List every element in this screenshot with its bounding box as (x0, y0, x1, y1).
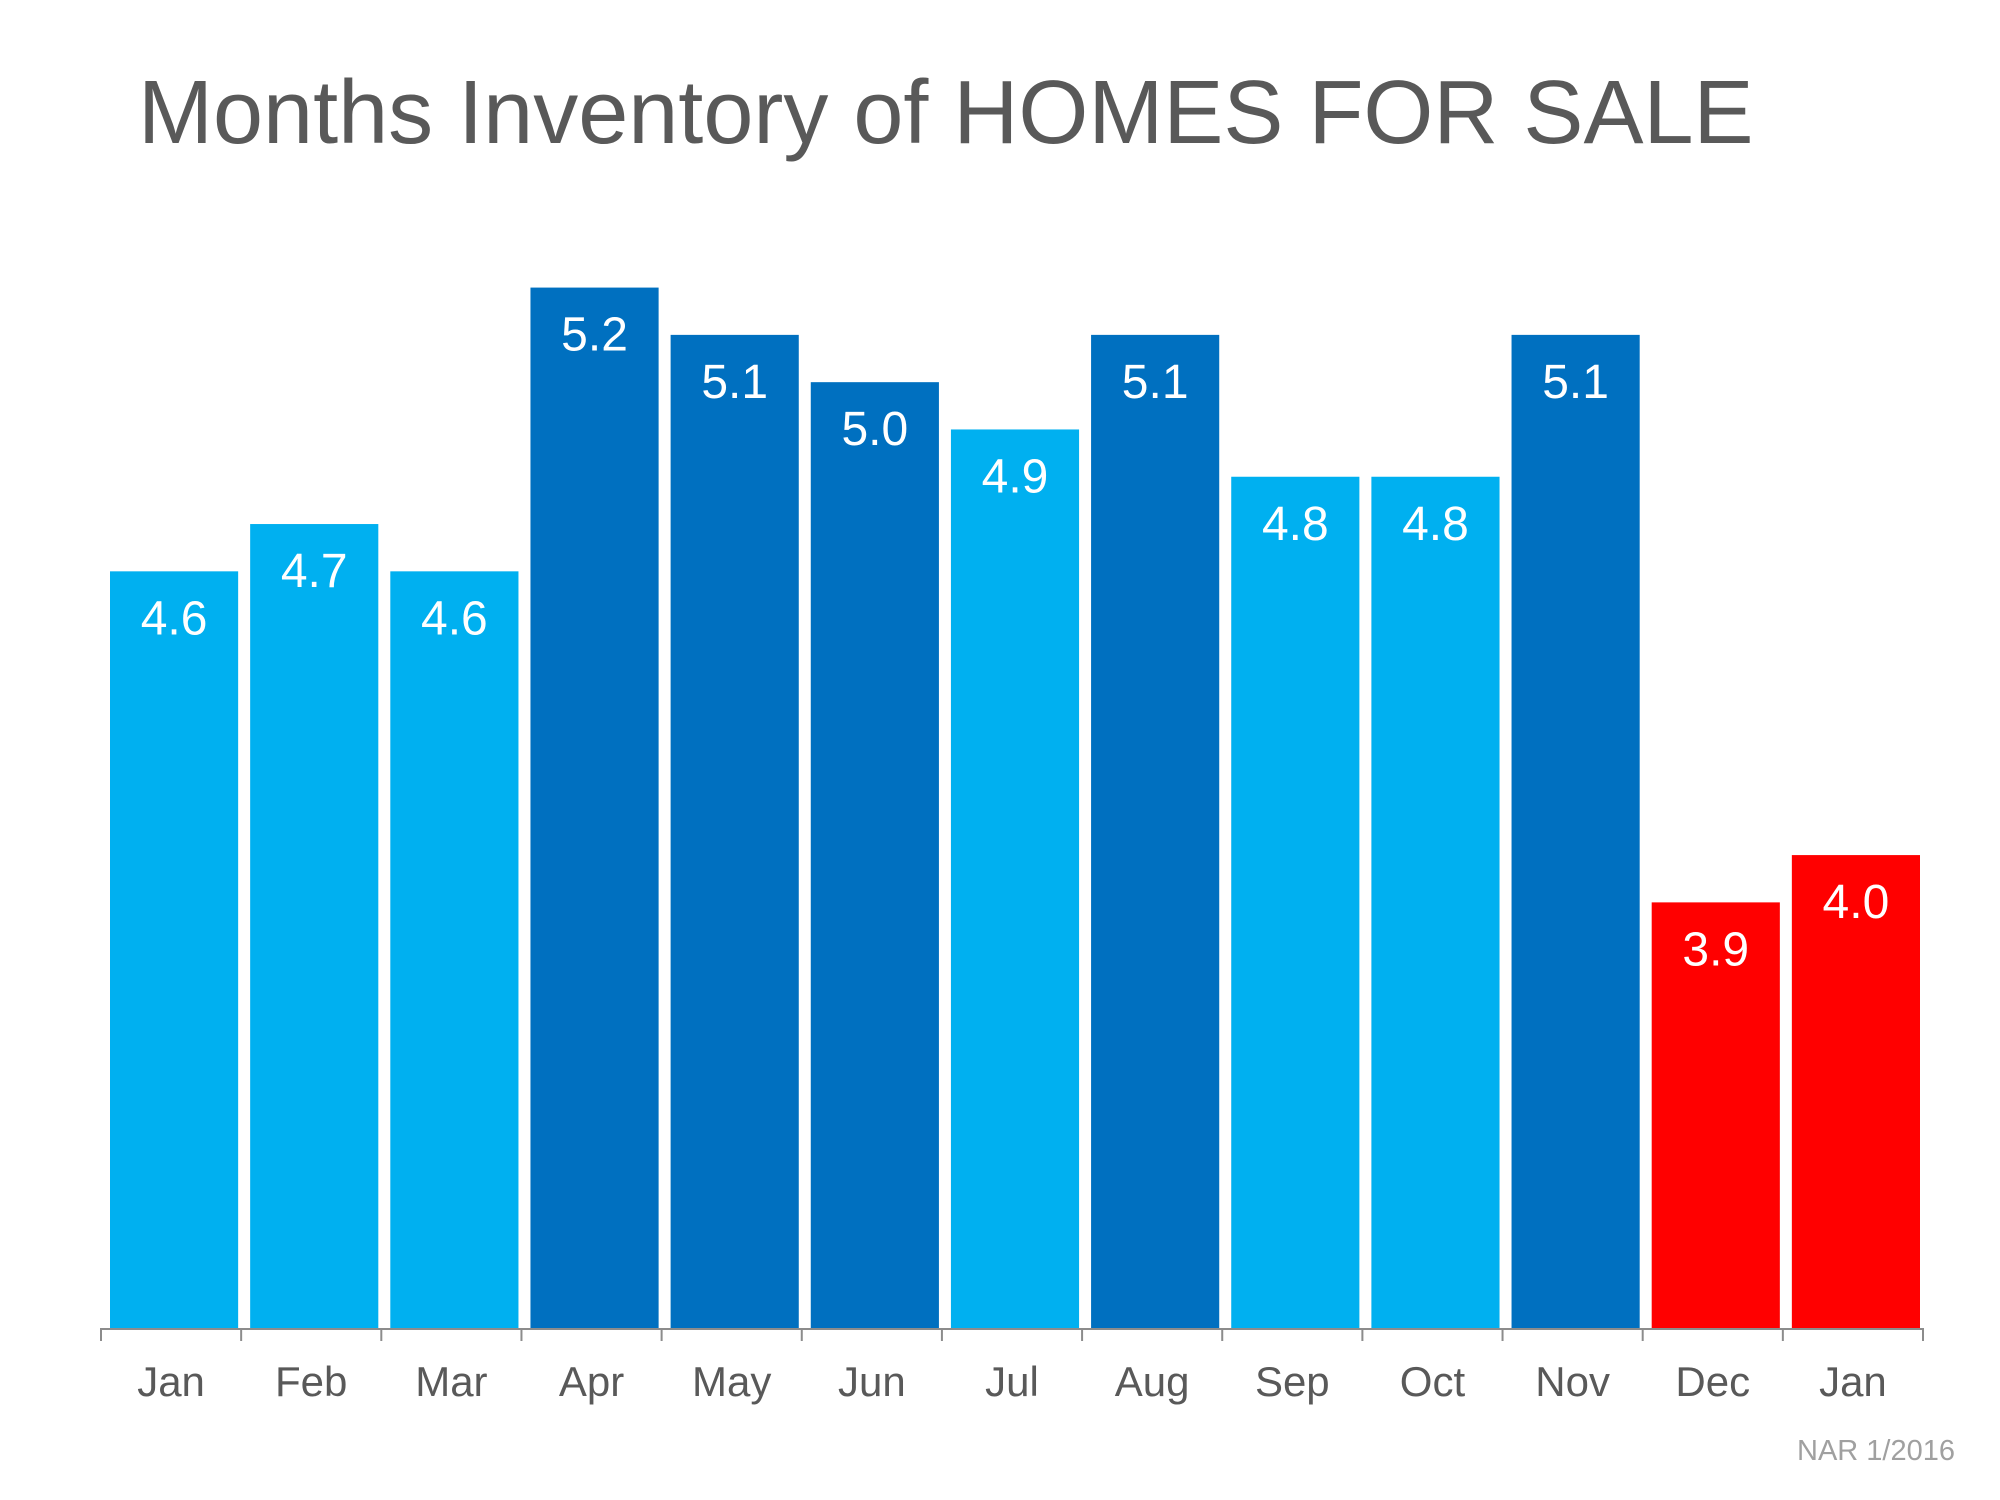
data-label: 5.1 (1542, 356, 1609, 409)
data-label: 5.1 (701, 356, 768, 409)
data-label: 4.9 (982, 450, 1049, 503)
data-label: 4.0 (1823, 876, 1890, 929)
data-label: 4.6 (141, 592, 208, 645)
x-tick-label: May (692, 1358, 771, 1405)
data-label: 5.2 (561, 309, 628, 362)
bar (390, 571, 519, 1328)
bar (530, 287, 659, 1328)
x-tick-label: Sep (1255, 1358, 1330, 1405)
x-tick-label: Nov (1535, 1358, 1610, 1405)
data-label: 4.7 (281, 545, 348, 598)
data-label: 5.1 (1122, 356, 1189, 409)
x-tick-label: Jan (1819, 1358, 1887, 1405)
bar (1231, 476, 1360, 1328)
x-tick-label: Jul (985, 1358, 1039, 1405)
x-tick-label: Mar (415, 1358, 487, 1405)
bar (110, 571, 239, 1328)
data-label: 4.8 (1402, 498, 1469, 551)
bar (1091, 334, 1220, 1328)
bar (1511, 334, 1640, 1328)
x-tick-label: Jun (838, 1358, 906, 1405)
data-label: 5.0 (841, 403, 908, 456)
x-tick-label: Jan (137, 1358, 205, 1405)
x-tick-label: Apr (559, 1358, 624, 1405)
bar (810, 382, 939, 1329)
x-tick-label: Dec (1675, 1358, 1750, 1405)
x-tick-label: Aug (1115, 1358, 1190, 1405)
bar (250, 524, 379, 1328)
bar (1371, 476, 1500, 1328)
x-tick-label: Feb (275, 1358, 347, 1405)
data-label: 4.6 (421, 592, 488, 645)
bar (950, 429, 1080, 1328)
x-tick-label: Oct (1400, 1358, 1466, 1405)
source-note: NAR 1/2016 (1797, 1435, 1955, 1467)
bar (1651, 902, 1780, 1328)
bar (670, 334, 799, 1328)
data-label: 3.9 (1682, 923, 1749, 976)
data-label: 4.8 (1262, 498, 1329, 551)
chart-title: Months Inventory of HOMES FOR SALE (138, 63, 1754, 163)
bar (1791, 855, 1920, 1328)
